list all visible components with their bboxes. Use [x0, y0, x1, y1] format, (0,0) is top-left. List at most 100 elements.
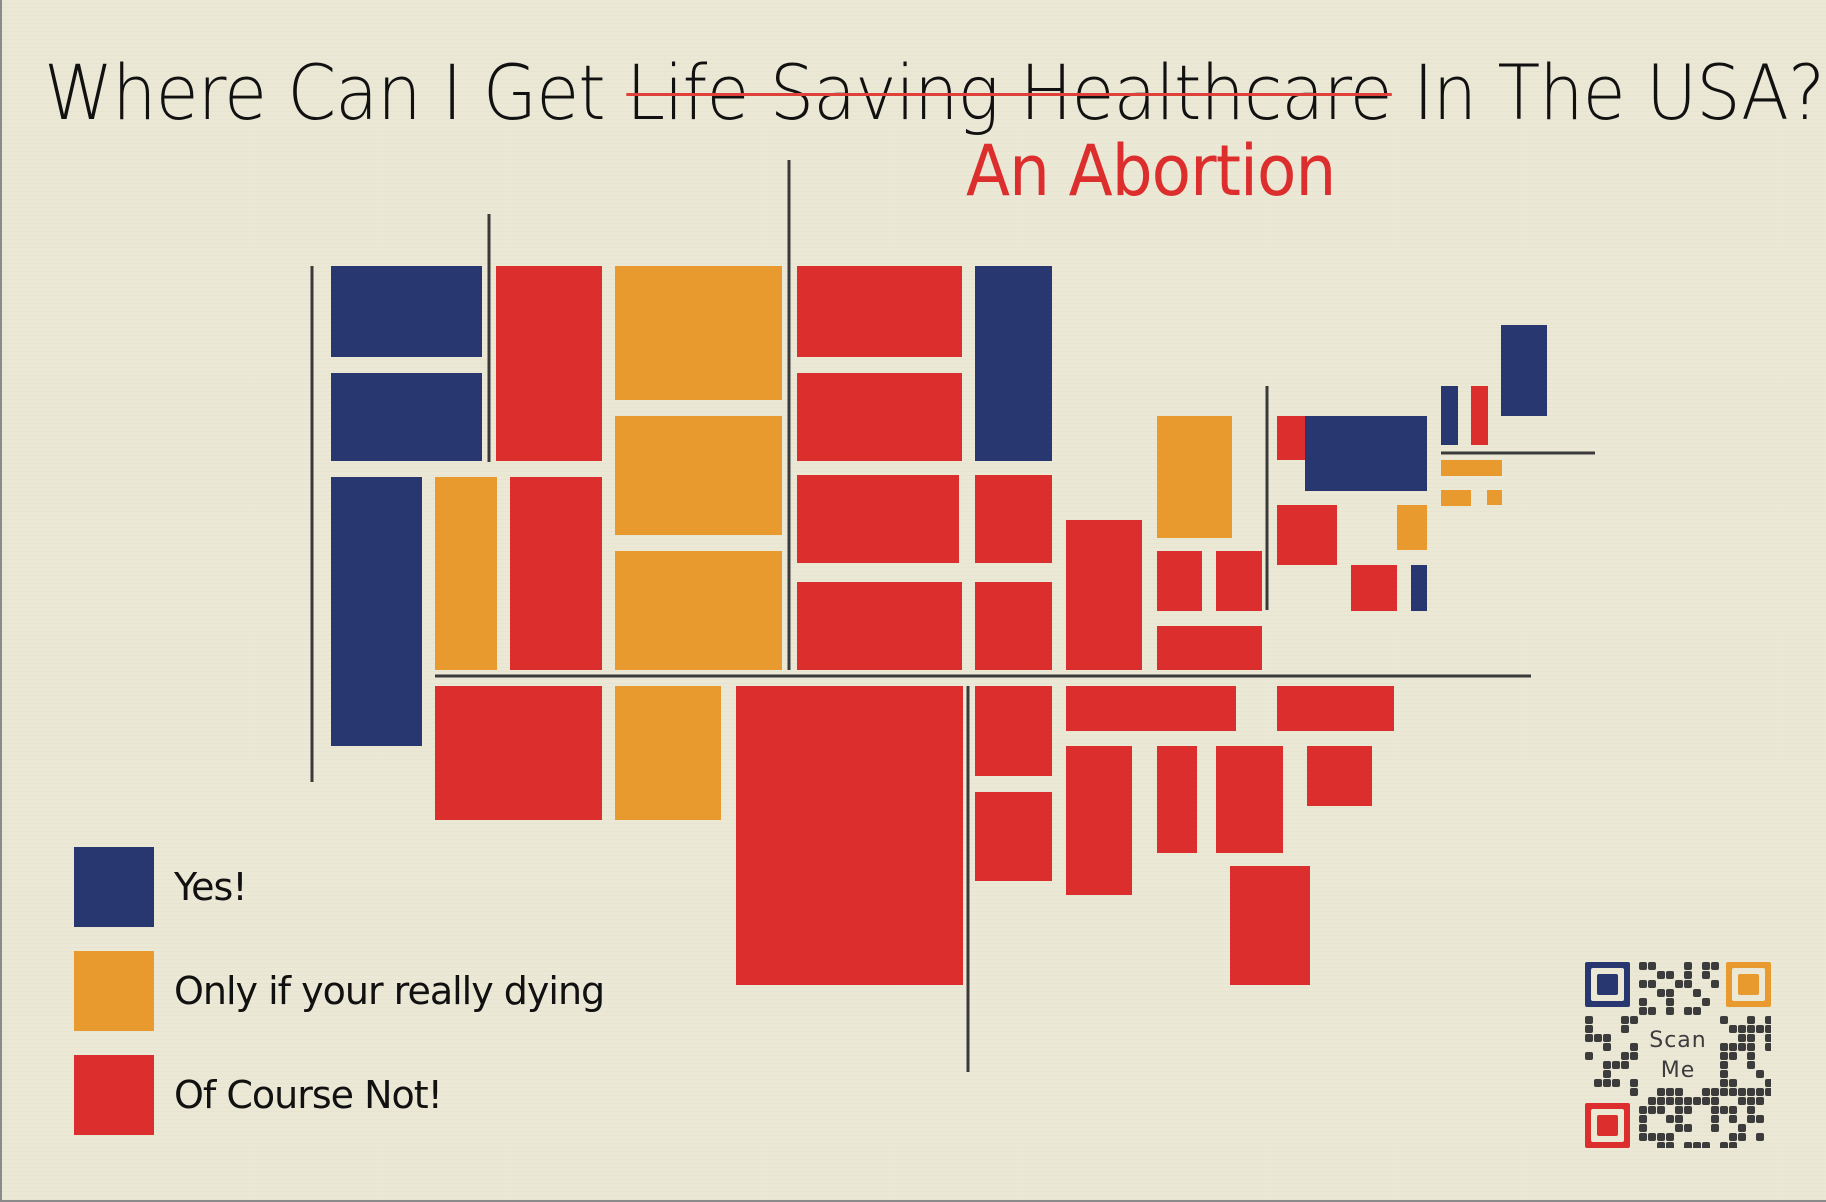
legend-label-dying: Only if your really dying — [174, 969, 605, 1013]
state-tile-no — [1157, 626, 1262, 670]
state-tile-no — [1277, 686, 1394, 731]
qr-module — [1657, 989, 1665, 997]
title-struck-text: Life Saving Healthcare — [626, 48, 1393, 137]
qr-module — [1747, 1061, 1755, 1069]
qr-module — [1657, 1142, 1665, 1150]
qr-module — [1747, 1052, 1755, 1060]
state-tile-no — [975, 582, 1052, 670]
qr-module — [1729, 1043, 1737, 1051]
qr-module — [1747, 1025, 1755, 1033]
state-tile-dying — [1397, 505, 1427, 550]
state-tile-dying — [1487, 490, 1502, 505]
legend-item-yes: Yes! — [74, 847, 248, 927]
qr-module — [1747, 1106, 1755, 1114]
qr-module — [1666, 1133, 1674, 1141]
qr-module — [1747, 1097, 1755, 1105]
state-tile-yes — [1305, 416, 1427, 491]
qr-label-line2: Me — [1660, 1058, 1696, 1083]
state-tile-yes — [331, 477, 422, 746]
state-tile-yes — [1411, 565, 1427, 611]
qr-module — [1729, 1133, 1737, 1141]
qr-module — [1666, 1097, 1674, 1105]
state-tile-no — [797, 582, 962, 670]
qr-module — [1630, 1016, 1638, 1024]
title-replacement: An Abortion — [966, 130, 1336, 212]
qr-module — [1738, 1124, 1746, 1132]
legend-swatch-no — [74, 1055, 154, 1135]
state-tile-dying — [1441, 460, 1502, 476]
state-tile-no — [1230, 866, 1310, 985]
qr-module — [1666, 1088, 1674, 1096]
qr-module — [1711, 1097, 1719, 1105]
state-tile-no — [1277, 505, 1337, 565]
qr-module — [1720, 1142, 1728, 1150]
state-tile-dying — [1441, 490, 1471, 506]
qr-module — [1756, 1115, 1764, 1123]
qr-module — [1711, 1088, 1719, 1096]
qr-module — [1639, 962, 1647, 970]
qr-module — [1585, 1052, 1593, 1060]
qr-module — [1720, 1043, 1728, 1051]
state-tile-yes — [331, 373, 482, 461]
qr-module — [1765, 1088, 1773, 1096]
qr-module — [1684, 962, 1692, 970]
qr-module — [1747, 1034, 1755, 1042]
legend-label-yes: Yes! — [174, 865, 248, 909]
qr-module — [1666, 998, 1674, 1006]
state-tile-no — [435, 686, 602, 820]
qr-module — [1639, 980, 1647, 988]
qr-module — [1747, 1115, 1755, 1123]
qr-module — [1702, 998, 1710, 1006]
qr-module — [1630, 1088, 1638, 1096]
title-prefix: Where Can I Get — [44, 48, 627, 137]
state-tile-no — [1307, 746, 1372, 806]
qr-module — [1639, 1133, 1647, 1141]
qr-module — [1648, 980, 1656, 988]
qr-module — [1621, 1025, 1629, 1033]
qr-module — [1684, 980, 1692, 988]
qr-module — [1720, 1106, 1728, 1114]
qr-module — [1711, 1115, 1719, 1123]
qr-module — [1702, 1088, 1710, 1096]
state-tile-yes — [975, 266, 1052, 461]
qr-module — [1729, 1079, 1737, 1087]
qr-module — [1639, 1106, 1647, 1114]
qr-module — [1603, 1043, 1611, 1051]
qr-module — [1756, 1070, 1764, 1078]
qr-module — [1675, 1106, 1683, 1114]
qr-module — [1675, 980, 1683, 988]
qr-module — [1648, 1097, 1656, 1105]
qr-module — [1648, 962, 1656, 970]
qr-module — [1747, 1016, 1755, 1024]
qr-label-line1: Scan — [1649, 1028, 1707, 1053]
qr-module — [1603, 1061, 1611, 1069]
qr-module — [1702, 962, 1710, 970]
qr-module — [1684, 1142, 1692, 1150]
qr-module — [1702, 971, 1710, 979]
qr-module — [1639, 1115, 1647, 1123]
qr-module — [1639, 1124, 1647, 1132]
qr-module — [1648, 1106, 1656, 1114]
qr-module — [1657, 1106, 1665, 1114]
state-tile-dying — [1157, 416, 1232, 538]
qr-module — [1657, 1088, 1665, 1096]
state-tile-no — [736, 686, 963, 985]
qr-module — [1729, 1106, 1737, 1114]
qr-module — [1639, 1007, 1647, 1015]
state-tile-dying — [435, 477, 497, 670]
qr-module — [1621, 1061, 1629, 1069]
state-tile-no — [1471, 386, 1488, 445]
title-suffix: In The USA? — [1391, 48, 1825, 137]
qr-module — [1603, 1079, 1611, 1087]
qr-code[interactable]: Scan Me — [1585, 962, 1773, 1150]
state-tile-yes — [1441, 386, 1458, 445]
qr-module — [1684, 1097, 1692, 1105]
poster-title: Where Can I Get Life Saving Healthcare I… — [44, 48, 1825, 137]
qr-module — [1684, 1007, 1692, 1015]
state-tile-no — [1066, 686, 1236, 731]
qr-module — [1630, 1052, 1638, 1060]
legend-swatch-dying — [74, 951, 154, 1031]
qr-finder-top-right-center — [1738, 974, 1759, 995]
state-tile-no — [797, 475, 959, 563]
